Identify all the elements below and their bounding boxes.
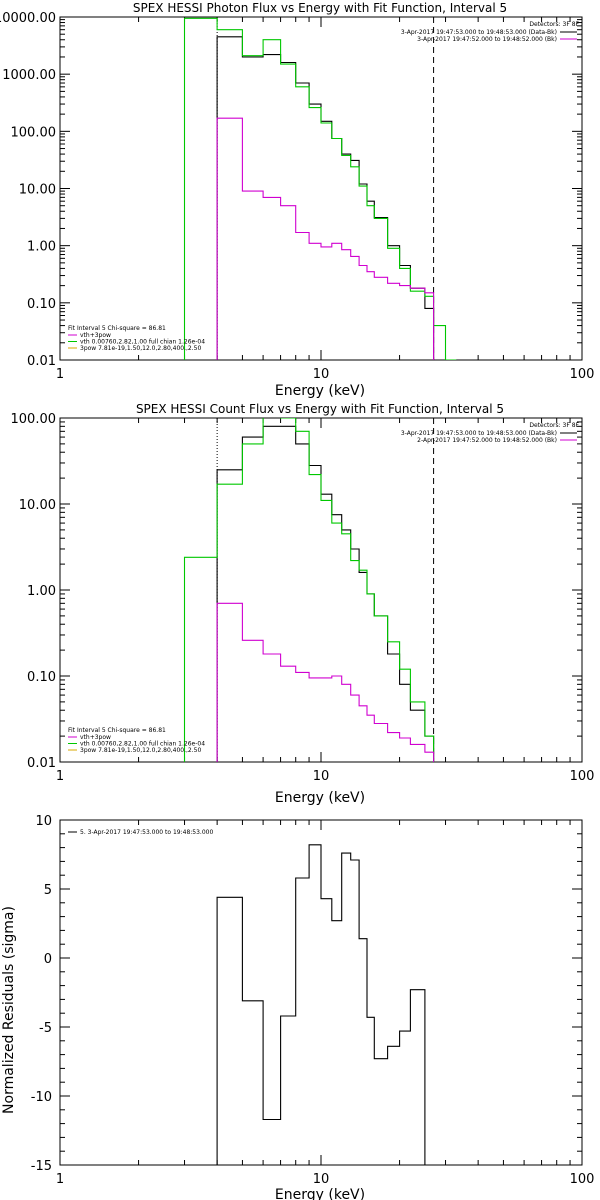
x-axis-label: Energy (keV) (275, 790, 365, 806)
y-tick-label: -10 (31, 1090, 52, 1105)
x-axis-label: Energy (keV) (275, 383, 365, 399)
x-tick-label: 10 (313, 367, 330, 382)
y-tick-label: 1000.00 (2, 68, 56, 83)
plot-area (183, 17, 457, 360)
y-tick-label: 0.10 (27, 297, 56, 312)
series-step-line (183, 418, 435, 762)
legend-entry-label: 5. 3-Apr-2017 19:47:53.000 to 19:48:53.0… (80, 829, 213, 836)
legend-entry-label: 3-Apr-2017 19:47:53.000 to 19:48:53.000 … (401, 430, 557, 437)
y-tick-label: 1.00 (27, 584, 56, 599)
plot-area (216, 844, 434, 1165)
legend-entry-label: vth 0.00760,2.82,1.00 full chian 1.26e-0… (80, 339, 205, 346)
legend-entry-label: vth 0.00760,2.82,1.00 full chian 1.26e-0… (80, 741, 205, 748)
legend-entry-label: 3-Apr-2017 19:47:53.000 to 19:48:53.000 … (401, 29, 557, 36)
y-tick-label: 0.10 (27, 670, 56, 685)
y-tick-label: 10.00 (19, 183, 56, 198)
y-tick-label: 100.00 (11, 125, 57, 140)
legend-entry-label: 3pow 7.81e-19,1.50,12.0,2.80,400.,2.50 (80, 345, 201, 352)
x-tick-label: 1 (56, 367, 64, 382)
chart-title: SPEX HESSI Photon Flux vs Energy with Fi… (133, 1, 507, 15)
y-tick-label: 10 (35, 814, 52, 829)
y-tick-label: 100.00 (11, 412, 57, 427)
y-tick-label: 0 (44, 952, 52, 967)
y-tick-label: 10000.00 (0, 11, 56, 26)
count-flux-chart: SPEX HESSI Count Flux vs Energy with Fit… (11, 402, 595, 806)
legend-entry-label: vth+3pow (80, 332, 111, 339)
series-step-line (216, 425, 435, 762)
series-step-line (216, 602, 435, 762)
chart-title: SPEX HESSI Count Flux vs Energy with Fit… (136, 402, 504, 416)
y-tick-label: -15 (31, 1159, 52, 1174)
y-tick-label: 1.00 (27, 240, 56, 255)
legend-entry-label: 3pow 7.81e-19,1.50,12.0,2.80,400.,2.50 (80, 747, 201, 754)
series-step-line (183, 17, 457, 360)
x-tick-label: 100 (570, 1172, 595, 1187)
y-tick-label: 10.00 (19, 498, 56, 513)
plot-area (183, 418, 435, 762)
legend-entry-label: vth+3pow (80, 734, 111, 741)
x-tick-label: 10 (313, 1172, 330, 1187)
y-tick-label: 5 (44, 883, 52, 898)
x-tick-label: 1 (56, 1172, 64, 1187)
legend-header: Fit Interval 5 Chi-square = 86.81 (68, 727, 166, 734)
legend-header: Fit Interval 5 Chi-square = 86.81 (68, 325, 166, 332)
y-tick-label: -5 (39, 1021, 52, 1036)
photon-flux-chart: SPEX HESSI Photon Flux vs Energy with Fi… (0, 1, 594, 399)
x-axis-label: Energy (keV) (275, 1187, 365, 1200)
y-tick-label: 0.01 (27, 756, 56, 771)
plot-frame (59, 16, 583, 361)
series-step-line (216, 36, 435, 360)
residuals-chart: Energy (keV) Normalized Residuals (sigma… (1, 814, 594, 1200)
y-tick-label: 0.01 (27, 354, 56, 369)
series-step-line (216, 844, 434, 1165)
legend-header: Detectors: 3F 8F (529, 422, 579, 429)
legend-entry-label: 3-Apr-2017 19:47:52.000 to 19:48:52.000 … (417, 36, 557, 43)
x-tick-label: 100 (570, 367, 595, 382)
legend-entry-label: 2-Apr-2017 19:47:52.000 to 19:48:52.000 … (417, 437, 557, 444)
x-tick-label: 100 (570, 769, 595, 784)
y-axis-label: Normalized Residuals (sigma) (1, 906, 17, 1114)
x-tick-label: 1 (56, 769, 64, 784)
x-tick-label: 10 (313, 769, 330, 784)
legend-header: Detectors: 3F 8F (529, 21, 579, 28)
series-step-line (216, 117, 435, 360)
